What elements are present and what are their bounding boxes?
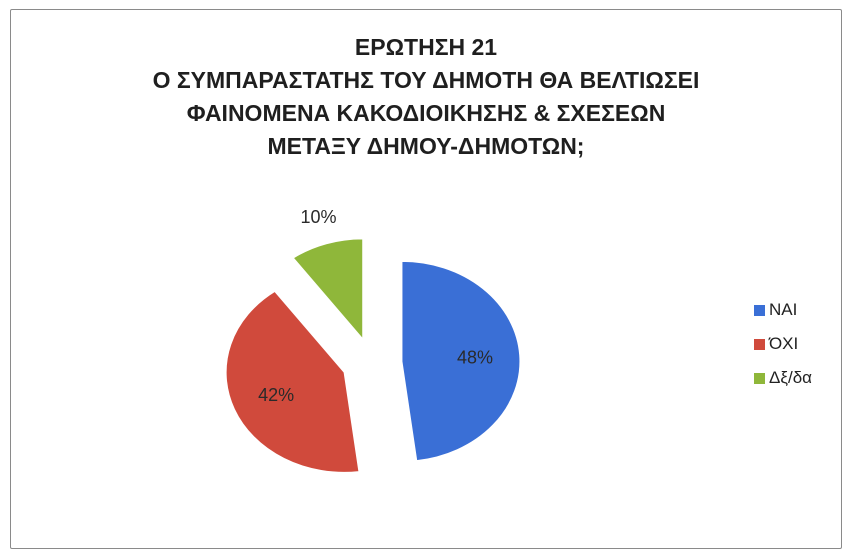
- data-label-dk: 10%: [301, 207, 337, 227]
- pie-slice-dk: [292, 238, 364, 341]
- chart-title-line-4: ΜΕΤΑΞΥ ΔΗΜΟΥ-ΔΗΜΟΤΩΝ;: [267, 133, 585, 159]
- legend-item-nai: ΝΑΙ: [754, 298, 844, 322]
- pie-slice-nai: [401, 260, 521, 462]
- legend-swatch-ochi: [754, 338, 765, 350]
- data-label-ochi: 42%: [258, 385, 294, 405]
- legend: ΝΑΙ ΌΧΙ Δξ/δα: [754, 298, 844, 400]
- chart-title-line-3: ΦΑΙΝΟΜΕΝΑ ΚΑΚΟΔΙΟΙΚΗΣΗΣ & ΣΧΕΣΕΩΝ: [186, 100, 666, 126]
- pie-slice-ochi: [225, 290, 360, 473]
- legend-label-ochi: ΌΧΙ: [769, 334, 799, 353]
- pie-chart: 48% 42% 10%: [225, 207, 521, 473]
- legend-item-dk: Δξ/δα: [754, 366, 844, 390]
- legend-swatch-nai: [754, 304, 765, 316]
- chart-title-line-2: Ο ΣΥΜΠΑΡΑΣΤΑΤΗΣ ΤΟΥ ΔΗΜΟΤΗ ΘΑ ΒΕΛΤΙΩΣΕΙ: [152, 67, 700, 93]
- chart-title: ΕΡΩΤΗΣΗ 21 Ο ΣΥΜΠΑΡΑΣΤΑΤΗΣ ΤΟΥ ΔΗΜΟΤΗ ΘΑ…: [0, 31, 852, 163]
- legend-label-nai: ΝΑΙ: [769, 300, 798, 319]
- legend-item-ochi: ΌΧΙ: [754, 332, 844, 356]
- legend-swatch-dk: [754, 372, 765, 384]
- data-label-nai: 48%: [457, 348, 493, 368]
- legend-label-dk: Δξ/δα: [769, 368, 812, 387]
- chart-title-line-1: ΕΡΩΤΗΣΗ 21: [354, 34, 498, 60]
